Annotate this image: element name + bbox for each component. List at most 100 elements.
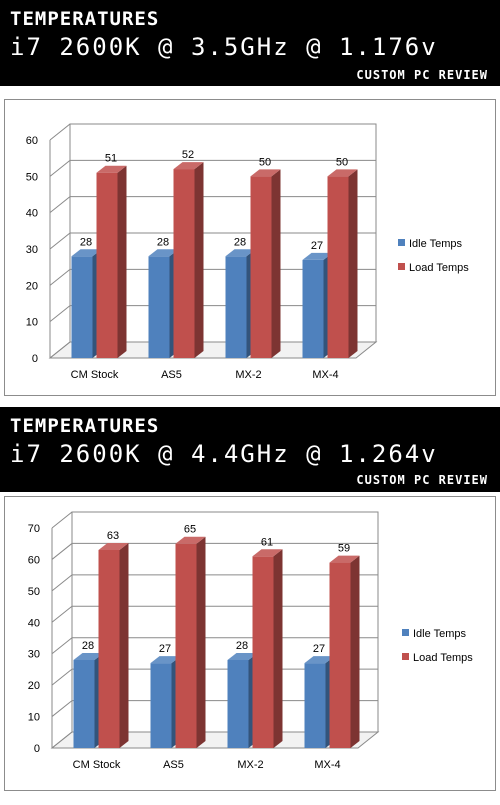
- bar-front: [148, 256, 170, 358]
- bar-front: [327, 176, 349, 358]
- data-label: 50: [336, 156, 348, 168]
- gridline: [51, 511, 378, 529]
- data-label: 59: [338, 543, 350, 555]
- x-tick-label: AS5: [161, 369, 182, 381]
- bar-side: [271, 169, 281, 358]
- legend-label: Idle Temps: [409, 238, 462, 250]
- bar-load-temps: [96, 165, 127, 358]
- y-tick-label: 60: [28, 554, 40, 566]
- x-tick-label: AS5: [163, 759, 184, 771]
- legend-swatch: [402, 653, 409, 660]
- bar-top: [73, 653, 104, 660]
- x-tick-label: MX-2: [237, 759, 263, 771]
- bar-front: [98, 550, 120, 748]
- bar-load-temps: [175, 536, 206, 748]
- x-tick-label: MX-4: [314, 759, 340, 771]
- bar-front: [173, 169, 195, 358]
- legend-label: Idle Temps: [413, 628, 466, 640]
- bar-top: [173, 162, 204, 170]
- legend-label: Load Temps: [413, 652, 473, 664]
- data-label: 28: [82, 640, 94, 652]
- y-tick-label: 30: [28, 649, 40, 661]
- y-tick-label: 10: [28, 712, 40, 724]
- legend-label: Load Temps: [409, 262, 469, 274]
- bar-top: [96, 165, 127, 173]
- y-tick-label: 50: [26, 171, 38, 183]
- bar-front: [73, 660, 95, 748]
- data-label: 63: [107, 530, 119, 542]
- bar-side: [273, 549, 283, 748]
- bar-load-temps: [327, 169, 358, 358]
- data-label: 65: [184, 524, 196, 536]
- gridline: [51, 542, 378, 560]
- legend-swatch: [402, 629, 409, 636]
- y-tick-label: 70: [28, 523, 40, 535]
- data-label: 28: [236, 640, 248, 652]
- y-tick-label: 40: [26, 208, 38, 220]
- y-tick-label: 40: [28, 617, 40, 629]
- bar-side: [350, 555, 360, 748]
- banner-subtitle: i7 2600K @ 3.5GHz @ 1.176v: [10, 33, 438, 61]
- bar-front: [96, 172, 118, 358]
- y-tick-label: 60: [26, 135, 38, 147]
- x-tick-label: CM Stock: [73, 759, 121, 771]
- bar-top: [327, 169, 358, 177]
- bar-front: [225, 256, 247, 358]
- bar-load-temps: [250, 169, 281, 358]
- chart-2-frame: 0 10 20 30 40 50 60 70 28 63 CM Stock 27 65 AS5 28 61 MX…: [4, 496, 496, 791]
- bar-side: [196, 536, 206, 748]
- bar-front: [302, 259, 324, 358]
- data-label: 52: [182, 149, 194, 161]
- bar-top: [175, 536, 206, 544]
- data-label: 27: [311, 240, 323, 252]
- bar-top: [148, 249, 179, 257]
- legend-swatch: [398, 239, 405, 246]
- data-label: 50: [259, 156, 271, 168]
- bar-top: [150, 656, 181, 664]
- x-tick-label: MX-2: [235, 369, 261, 381]
- data-label: 61: [261, 536, 273, 548]
- bar-load-temps: [252, 549, 283, 748]
- data-label: 27: [159, 643, 171, 655]
- y-tick-label: 30: [26, 244, 38, 256]
- bar-top: [250, 169, 281, 177]
- bar-front: [250, 176, 272, 358]
- gridline: [49, 123, 376, 141]
- banner-credit: CUSTOM PC REVIEW: [356, 473, 488, 487]
- bar-load-temps: [329, 555, 360, 748]
- chart-2: 0 10 20 30 40 50 60 70 28 63 CM Stock 27 65 AS5 28 61 MX…: [28, 511, 473, 771]
- banner-credit: CUSTOM PC REVIEW: [356, 68, 488, 82]
- banner-title: TEMPERATURES: [10, 415, 160, 437]
- data-label: 28: [234, 236, 246, 248]
- y-tick-label: 20: [28, 680, 40, 692]
- y-tick-label: 10: [26, 317, 38, 329]
- data-label: 28: [157, 236, 169, 248]
- bar-top: [225, 249, 256, 257]
- bar-top: [227, 653, 258, 660]
- bar-side: [348, 169, 358, 358]
- banner-1: TEMPERATURES i7 2600K @ 3.5GHz @ 1.176v …: [0, 0, 500, 86]
- x-tick-label: CM Stock: [71, 369, 119, 381]
- banner-subtitle: i7 2600K @ 4.4GHz @ 1.264v: [10, 440, 438, 468]
- bar-front: [71, 256, 93, 358]
- x-tick-label: MX-4: [312, 369, 338, 381]
- bar-front: [150, 663, 172, 748]
- bar-front: [304, 663, 326, 748]
- y-tick-label: 0: [32, 353, 38, 365]
- data-label: 27: [313, 643, 325, 655]
- y-tick-label: 0: [34, 743, 40, 755]
- chart-1-frame: 0 10 20 30 40 50 60 28 51 CM Stock 28 52 AS5 28 50 MX-2…: [4, 99, 496, 396]
- bar-front: [175, 543, 197, 748]
- bar-side: [117, 165, 127, 358]
- banner-title: TEMPERATURES: [10, 8, 160, 30]
- bar-top: [329, 555, 360, 563]
- bar-top: [252, 549, 283, 557]
- legend-swatch: [398, 263, 405, 270]
- banner-2: TEMPERATURES i7 2600K @ 4.4GHz @ 1.264v …: [0, 407, 500, 492]
- data-label: 28: [80, 236, 92, 248]
- bar-side: [119, 543, 129, 748]
- bar-front: [329, 562, 351, 748]
- data-label: 51: [105, 153, 117, 165]
- bar-front: [227, 660, 249, 748]
- bar-top: [71, 249, 102, 257]
